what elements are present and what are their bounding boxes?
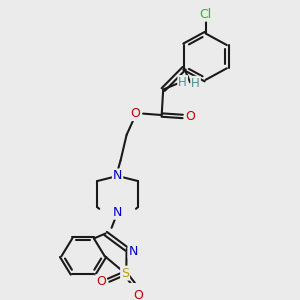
Text: N: N: [113, 169, 122, 182]
Text: S: S: [121, 267, 129, 280]
Text: O: O: [130, 107, 140, 120]
Text: N: N: [128, 245, 138, 258]
Text: N: N: [113, 206, 122, 219]
Text: O: O: [96, 275, 106, 288]
Text: H: H: [191, 77, 200, 90]
Text: O: O: [186, 110, 195, 123]
Text: H: H: [178, 76, 187, 89]
Text: Cl: Cl: [200, 8, 211, 21]
Text: O: O: [134, 289, 143, 300]
